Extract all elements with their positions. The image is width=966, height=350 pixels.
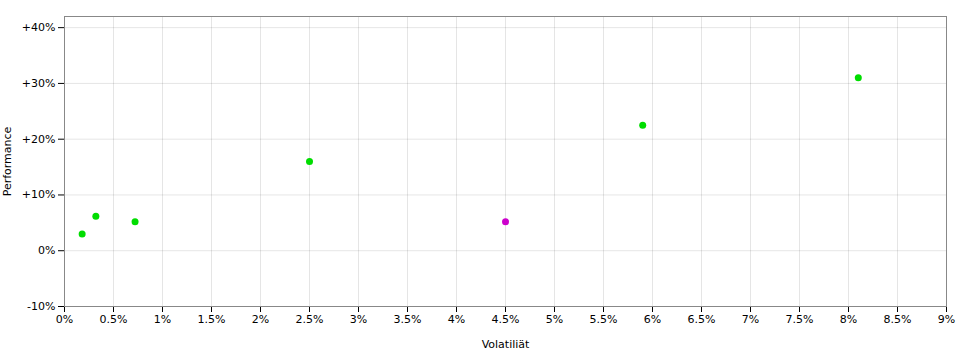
svg-text:+10%: +10%	[22, 188, 56, 201]
svg-text:-10%: -10%	[27, 300, 55, 313]
svg-text:4%: 4%	[448, 313, 465, 326]
svg-text:1%: 1%	[154, 313, 171, 326]
svg-text:6.5%: 6.5%	[688, 313, 716, 326]
svg-text:2.5%: 2.5%	[296, 313, 324, 326]
svg-text:0%: 0%	[56, 313, 73, 326]
svg-text:Volatiliät: Volatiliät	[482, 338, 530, 350]
svg-text:+20%: +20%	[22, 133, 56, 146]
svg-text:5%: 5%	[546, 313, 563, 326]
svg-text:+30%: +30%	[22, 77, 56, 90]
svg-text:3.5%: 3.5%	[394, 313, 422, 326]
svg-text:8.5%: 8.5%	[884, 313, 912, 326]
svg-text:7%: 7%	[742, 313, 759, 326]
svg-text:+40%: +40%	[22, 21, 56, 34]
svg-text:6%: 6%	[644, 313, 661, 326]
svg-text:Performance: Performance	[1, 126, 14, 196]
svg-text:1.5%: 1.5%	[198, 313, 226, 326]
svg-text:5.5%: 5.5%	[590, 313, 618, 326]
svg-text:2%: 2%	[252, 313, 269, 326]
svg-text:0.5%: 0.5%	[100, 313, 128, 326]
svg-text:8%: 8%	[840, 313, 857, 326]
svg-text:7.5%: 7.5%	[786, 313, 814, 326]
svg-text:3%: 3%	[350, 313, 367, 326]
svg-text:0%: 0%	[38, 244, 55, 257]
svg-text:4.5%: 4.5%	[492, 313, 520, 326]
svg-text:9%: 9%	[938, 313, 955, 326]
